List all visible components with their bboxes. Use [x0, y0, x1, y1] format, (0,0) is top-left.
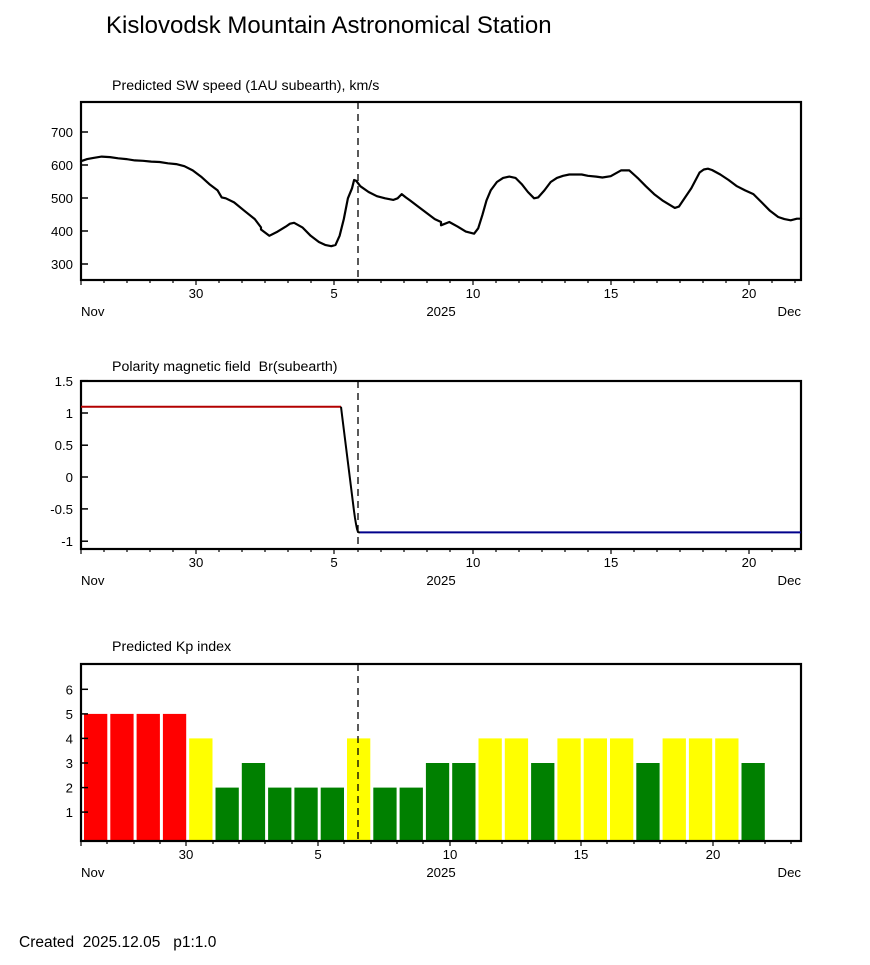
svg-text:10: 10	[443, 847, 458, 862]
svg-text:2025: 2025	[426, 573, 455, 588]
svg-text:6: 6	[66, 682, 73, 697]
svg-text:15: 15	[574, 847, 589, 862]
svg-text:5: 5	[330, 286, 337, 301]
svg-text:700: 700	[51, 125, 73, 140]
svg-text:Dec: Dec	[778, 304, 802, 319]
svg-text:Nov: Nov	[81, 573, 105, 588]
svg-text:15: 15	[604, 286, 619, 301]
svg-text:Nov: Nov	[81, 304, 105, 319]
svg-text:5: 5	[66, 707, 73, 722]
svg-text:3: 3	[66, 756, 73, 771]
svg-text:2025: 2025	[426, 865, 455, 880]
svg-text:-1: -1	[61, 534, 73, 549]
svg-text:10: 10	[466, 286, 481, 301]
svg-text:2: 2	[66, 781, 73, 796]
svg-text:15: 15	[604, 555, 619, 570]
svg-text:400: 400	[51, 224, 73, 239]
svg-text:5: 5	[314, 847, 321, 862]
svg-text:600: 600	[51, 158, 73, 173]
svg-text:0: 0	[66, 470, 73, 485]
svg-text:1: 1	[66, 406, 73, 421]
svg-text:20: 20	[742, 286, 757, 301]
svg-text:1.5: 1.5	[55, 374, 73, 389]
svg-text:300: 300	[51, 257, 73, 272]
svg-text:0.5: 0.5	[55, 438, 73, 453]
svg-text:4: 4	[66, 731, 73, 746]
svg-text:Nov: Nov	[81, 865, 105, 880]
svg-text:-0.5: -0.5	[50, 502, 73, 517]
svg-text:30: 30	[189, 555, 204, 570]
svg-text:30: 30	[189, 286, 204, 301]
svg-text:Dec: Dec	[778, 573, 802, 588]
svg-text:30: 30	[179, 847, 194, 862]
svg-text:500: 500	[51, 191, 73, 206]
svg-text:20: 20	[742, 555, 757, 570]
svg-text:5: 5	[330, 555, 337, 570]
svg-text:10: 10	[466, 555, 481, 570]
svg-text:2025: 2025	[426, 304, 455, 319]
svg-text:Dec: Dec	[778, 865, 802, 880]
svg-text:1: 1	[66, 805, 73, 820]
svg-text:20: 20	[706, 847, 721, 862]
